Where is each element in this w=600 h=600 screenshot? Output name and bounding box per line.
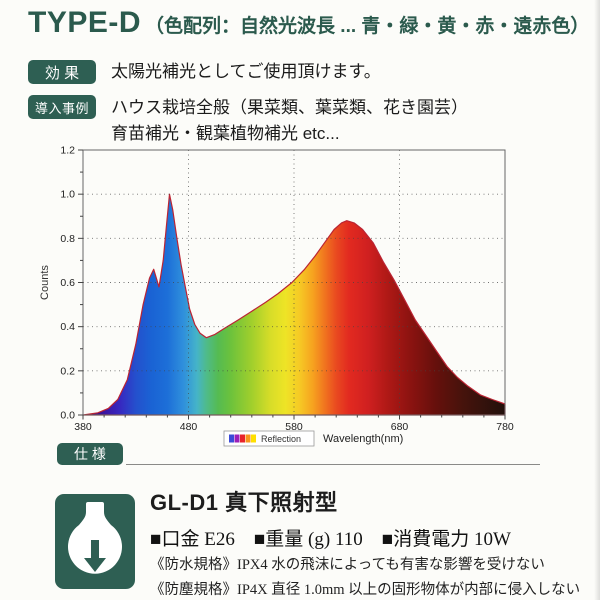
y-tick-label: 0.6 — [60, 277, 75, 289]
product-name: GL-D1 真下照射型 — [150, 490, 338, 515]
legend-swatch — [245, 434, 251, 443]
x-tick-label: 680 — [391, 421, 409, 433]
spec-divider — [126, 464, 540, 465]
y-tick-label: 0.4 — [60, 321, 75, 333]
use-cases-badge: 導入事例 — [28, 95, 96, 119]
x-tick-label: 580 — [285, 421, 303, 433]
x-tick-label: 380 — [74, 421, 92, 433]
x-axis-label: Wavelength(nm) — [323, 433, 403, 445]
use-cases-text: ハウス栽培全般（果菜類、葉菜類、花き園芸） 育苗補光・観葉植物補光 etc... — [111, 95, 468, 147]
type-name: TYPE-D — [28, 6, 142, 39]
spectrum-area — [82, 193, 506, 416]
spec-badge: 仕 様 — [57, 443, 123, 465]
x-tick-label: 780 — [496, 421, 514, 433]
effect-badge: 効 果 — [28, 60, 96, 84]
legend-swatch — [251, 434, 256, 443]
y-tick-label: 1.2 — [60, 145, 75, 157]
use-cases-line1: ハウス栽培全般（果菜類、葉菜類、花き園芸） — [111, 98, 468, 117]
dustproof-rating: 《防塵規格》IP4X 直径 1.0mm 以上の固形物体が内部に侵入しない — [150, 582, 581, 598]
legend-label: Reflection — [261, 434, 301, 444]
spectrum-chart-svg: 0.0 0.2 0.4 0.6 0.8 1.0 1.2 380 480 580 680 780 Coun… — [39, 145, 514, 447]
use-cases-row: 導入事例 ハウス栽培全般（果菜類、葉菜類、花き園芸） 育苗補光・観葉植物補光 e… — [28, 95, 468, 147]
x-tick-label: 480 — [180, 421, 198, 433]
use-cases-line2: 育苗補光・観葉植物補光 etc... — [111, 124, 340, 143]
y-tick-label: 1.0 — [60, 189, 75, 201]
spectrum-chart: 0.0 0.2 0.4 0.6 0.8 1.0 1.2 380 480 580 680 780 Coun… — [0, 143, 600, 448]
legend-swatch — [229, 434, 234, 443]
y-tick-label: 0.8 — [60, 233, 75, 245]
scan-edge — [594, 0, 600, 600]
y-tick-label: 0.2 — [60, 365, 75, 377]
page-title: TYPE-D （色配列：自然光波長 ... 青・緑・黄・赤・遠赤色） — [28, 6, 589, 40]
y-axis-label: Counts — [39, 265, 51, 300]
waterproof-rating: 《防水規格》IPX4 水の飛沫によっても有害な影響を受けない — [150, 557, 545, 573]
y-tick-label: 0.0 — [60, 410, 75, 422]
bulb-icon-svg — [55, 494, 135, 589]
effect-row: 効 果 太陽光補光としてご使用頂けます。 — [28, 60, 381, 84]
product-info: GL-D1 真下照射型 ■口金 E26 ■重量 (g) 110 ■消費電力 10… — [150, 485, 590, 600]
legend-swatch — [240, 434, 245, 443]
legend-swatch — [234, 434, 240, 443]
type-subtitle: （色配列：自然光波長 ... 青・緑・黄・赤・遠赤色） — [145, 16, 590, 37]
effect-text: 太陽光補光としてご使用頂けます。 — [111, 62, 381, 81]
downward-bulb-icon — [55, 494, 135, 589]
product-specs: ■口金 E26 ■重量 (g) 110 ■消費電力 10W — [150, 529, 511, 550]
